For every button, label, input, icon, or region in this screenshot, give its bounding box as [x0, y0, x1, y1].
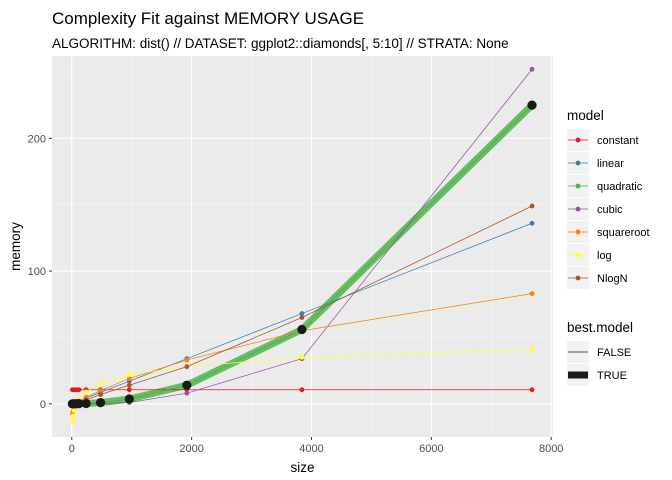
data-point-squareroot: [126, 376, 132, 381]
legend-label-true: TRUE: [597, 370, 627, 382]
y-tick-label: 200: [28, 133, 46, 145]
data-point-nlogn: [126, 382, 132, 388]
x-tick-label: 6000: [419, 443, 443, 455]
x-tick-label: 2000: [179, 443, 203, 455]
best-model-point: [74, 399, 84, 409]
legend-key-point: [575, 206, 581, 212]
x-axis-title: size: [290, 460, 314, 475]
legend-item-constant: constant: [567, 129, 639, 151]
grid-lines: [52, 56, 553, 437]
legend-item-quadratic: quadratic: [567, 175, 643, 197]
legend-key-point: [575, 229, 581, 235]
data-point-constant: [76, 387, 82, 393]
legend-label-log: log: [597, 250, 612, 262]
best-model-point: [95, 398, 106, 408]
legend-model-title: model: [567, 108, 604, 123]
data-point-log: [529, 346, 535, 352]
legend-label-linear: linear: [597, 158, 624, 170]
x-tick-label: 4000: [299, 443, 323, 455]
data-point-nlogn: [184, 364, 190, 370]
data-point-log: [126, 372, 132, 378]
chart-title: Complexity Fit against MEMORY USAGE: [52, 9, 364, 28]
data-point-nlogn: [529, 203, 535, 209]
y-axis-title: memory: [8, 222, 23, 271]
legend-key-point: [575, 137, 581, 143]
y-tick-label: 0: [40, 399, 46, 411]
data-point-cubic: [184, 390, 190, 396]
best-model-point: [527, 100, 537, 110]
data-point-constant: [299, 387, 305, 393]
data-point-log: [83, 389, 89, 395]
legend-label-quadratic: quadratic: [597, 181, 643, 193]
legend-key-point: [575, 160, 581, 166]
best-model-point: [182, 380, 192, 390]
legend-item-false: FALSE: [567, 341, 631, 363]
legend-item-nlogn: NlogN: [567, 267, 628, 289]
legend-label-false: FALSE: [597, 347, 631, 359]
best-model-point: [297, 324, 307, 335]
data-point-log: [71, 408, 77, 413]
legend-label-cubic: cubic: [597, 204, 623, 216]
data-point-nlogn: [98, 392, 103, 397]
legend: model constant linear quadratic cubic square…: [567, 108, 650, 386]
data-point-squareroot: [98, 388, 103, 393]
y-tick-label: 100: [28, 266, 46, 278]
series-points: [67, 66, 537, 424]
legend-item-linear: linear: [567, 152, 624, 174]
legend-key-point: [575, 183, 581, 189]
x-tick-label: 0: [69, 443, 75, 455]
axis-ticks: 0 2000 4000 6000 8000 0 100 200: [28, 133, 564, 455]
best-model-point: [81, 398, 91, 409]
legend-item-log: log: [567, 244, 612, 266]
x-tick-label: 8000: [539, 443, 563, 455]
legend-label-constant: constant: [597, 135, 639, 147]
legend-best-model-title: best.model: [567, 320, 633, 335]
data-point-linear: [529, 220, 535, 226]
legend-item-true: TRUE: [567, 364, 627, 386]
data-point-log: [70, 413, 76, 419]
data-point-log: [69, 418, 75, 424]
data-point-constant: [529, 387, 535, 393]
data-point-linear: [299, 311, 305, 316]
legend-label-nlogn: NlogN: [597, 273, 628, 285]
chart-subtitle: ALGORITHM: dist() // DATASET: ggplot2::d…: [52, 36, 509, 51]
legend-key-point: [575, 252, 581, 258]
legend-label-squareroot: squareroot: [597, 227, 650, 239]
data-point-nlogn: [299, 315, 305, 320]
best-model-point: [124, 394, 134, 404]
data-point-squareroot: [529, 291, 535, 297]
data-point-log: [98, 380, 103, 386]
legend-item-squareroot: squareroot: [567, 221, 650, 243]
data-point-constant: [126, 387, 132, 393]
data-point-cubic: [529, 66, 535, 72]
data-point-log: [299, 354, 305, 360]
legend-item-cubic: cubic: [567, 198, 623, 220]
data-point-squareroot: [184, 357, 190, 363]
legend-key-point: [575, 275, 581, 281]
